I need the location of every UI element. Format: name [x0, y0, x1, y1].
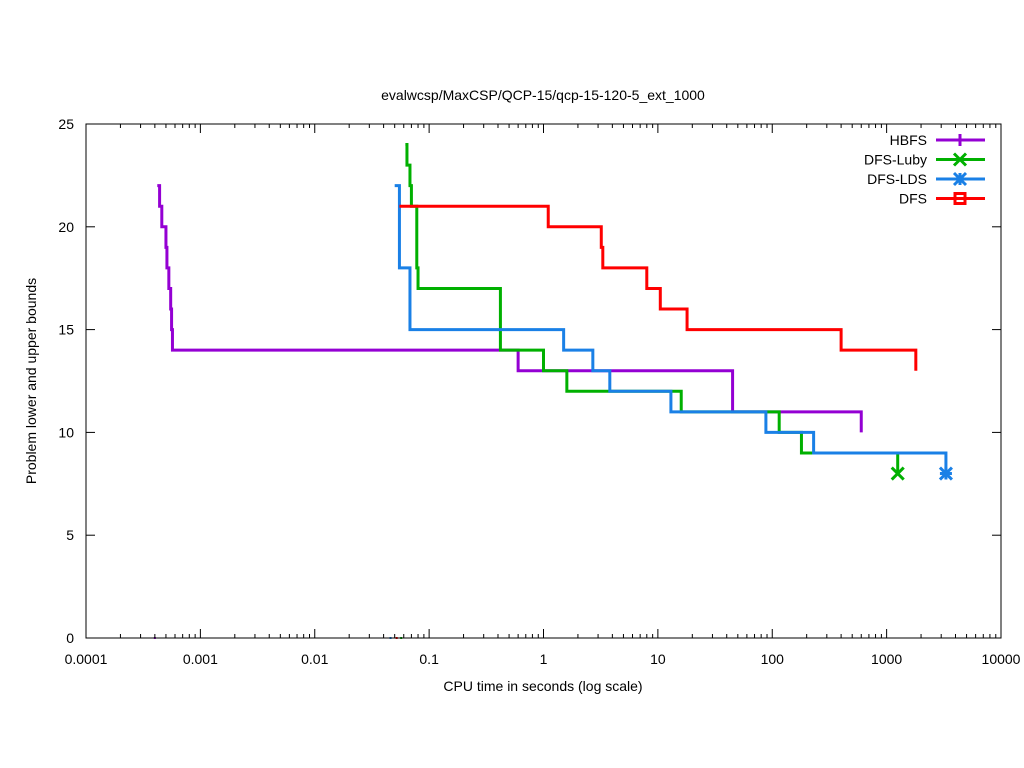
- y-tick-label: 15: [58, 322, 74, 338]
- y-tick-label: 5: [66, 527, 74, 543]
- series-dfs-lds: [389, 184, 953, 639]
- legend: HBFS DFS-Luby DFS-LDS DFS: [864, 132, 985, 207]
- y-tick-label: 25: [58, 116, 74, 132]
- x-tick-label: 0.01: [301, 651, 328, 667]
- series-line: [394, 184, 948, 474]
- series-layer: [153, 143, 953, 639]
- legend-marker: [954, 134, 966, 146]
- y-tick-label: 10: [58, 424, 74, 440]
- legend-entry: DFS-Luby: [864, 152, 985, 168]
- final-point-marker: [890, 466, 905, 481]
- x-tick-label: 10: [650, 651, 666, 667]
- series-dfs: [395, 204, 918, 639]
- y-tick-label: 0: [66, 630, 74, 646]
- legend-entry: HBFS: [890, 132, 985, 148]
- series-line: [157, 184, 863, 433]
- x-tick-label: 1: [540, 651, 548, 667]
- legend-marker: [952, 171, 968, 187]
- y-axis-label: Problem lower and upper bounds: [23, 278, 39, 484]
- x-tick-label: 0.001: [183, 651, 218, 667]
- plot-area: [153, 143, 953, 639]
- series-line: [405, 143, 900, 474]
- x-tick-label: 0.1: [419, 651, 439, 667]
- x-tick-label: 10000: [982, 651, 1021, 667]
- legend-label: DFS: [899, 191, 927, 207]
- plot-frame: [85, 123, 1002, 639]
- legend-entry: DFS: [899, 191, 985, 207]
- legend-label: DFS-LDS: [867, 171, 927, 187]
- final-point-marker: [938, 466, 953, 481]
- y-tick-label: 20: [58, 219, 74, 235]
- series-line: [399, 204, 918, 371]
- x-tick-label: 1000: [871, 651, 902, 667]
- x-axis-label: CPU time in seconds (log scale): [443, 678, 642, 694]
- chart-title: evalwcsp/MaxCSP/QCP-15/qcp-15-120-5_ext_…: [381, 87, 705, 103]
- legend-label: HBFS: [890, 132, 927, 148]
- legend-label: DFS-Luby: [864, 152, 927, 168]
- ticks-layer: 0.0001 0.001 0.01 0.1 1 10 100 1000 10000 0 5 10 15 2…: [58, 116, 1020, 667]
- x-tick-label: 0.0001: [65, 651, 108, 667]
- legend-entry: DFS-LDS: [867, 171, 985, 187]
- x-tick-label: 100: [761, 651, 785, 667]
- legend-marker: [952, 152, 968, 167]
- legend-marker: [953, 192, 967, 205]
